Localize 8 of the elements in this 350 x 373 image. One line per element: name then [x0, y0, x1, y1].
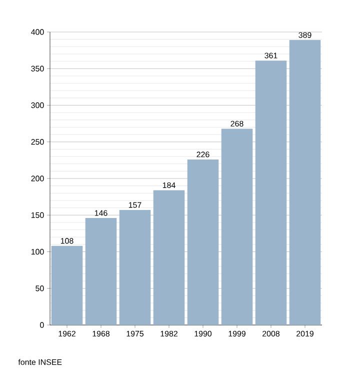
bar — [289, 40, 321, 325]
bar — [255, 60, 287, 325]
bar — [153, 190, 185, 325]
bar — [85, 218, 117, 325]
bar — [119, 210, 151, 325]
bar — [51, 246, 83, 325]
bar — [187, 159, 219, 325]
bar — [221, 128, 253, 325]
